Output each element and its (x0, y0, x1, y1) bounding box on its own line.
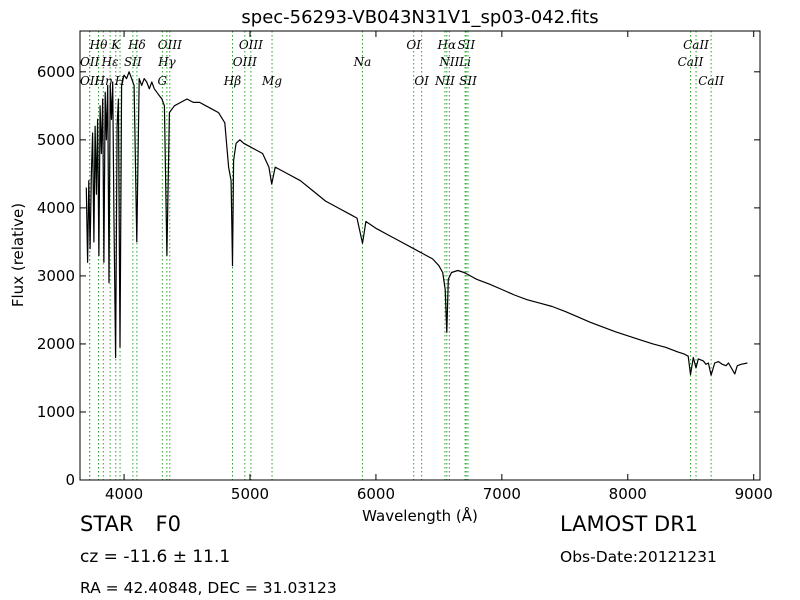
marker-label: OI (406, 38, 421, 52)
spectrum-series (85, 71, 748, 376)
ra-dec-coordinates: RA = 42.40848, DEC = 31.03123 (80, 579, 337, 597)
y-tick-label: 2000 (37, 335, 75, 353)
x-tick-label: 7000 (483, 485, 521, 503)
survey-name: LAMOST DR1 (560, 512, 699, 536)
marker-label: Mg (261, 74, 282, 88)
y-tick-label: 5000 (37, 131, 75, 149)
marker-label: Hθ (89, 38, 108, 52)
x-tick-label: 6000 (357, 485, 395, 503)
y-axis-label: Flux (relative) (9, 203, 27, 307)
x-axis-label: Wavelength (Å) (362, 506, 478, 525)
plot-frame (79, 30, 761, 481)
object-subclass: F0 (155, 512, 181, 536)
marker-label: Hε (101, 55, 119, 69)
y-tick-label: 3000 (37, 267, 75, 285)
marker-label: SII (124, 55, 142, 69)
x-tick-label: 9000 (735, 485, 773, 503)
marker-label: NII (434, 74, 455, 88)
marker-label: Hα (437, 38, 457, 52)
spectrum-line (85, 71, 748, 376)
marker-label: OIII (158, 38, 182, 52)
marker-label: K (110, 38, 121, 52)
axes: 4000 5000 6000 7000 8000 9000 0 1000 2000 3000 400… (37, 31, 773, 503)
y-tick-label: 0 (65, 471, 75, 489)
marker-label: Li (458, 55, 471, 69)
y-tick-label: 6000 (37, 63, 75, 81)
object-class: STAR (80, 512, 134, 536)
marker-label: Hγ (157, 55, 176, 69)
x-tick-label: 4000 (105, 485, 143, 503)
marker-label: OII (80, 74, 100, 88)
y-tick-label: 4000 (37, 199, 75, 217)
x-tick-label: 8000 (609, 485, 647, 503)
y-tick-label: 1000 (37, 403, 75, 421)
object-class-label: STAR F0 (80, 512, 181, 536)
marker-label: SII (457, 38, 475, 52)
marker-label: Hη (93, 74, 112, 88)
marker-label: CaII (683, 38, 709, 52)
chart-title: spec-56293-VB043N31V1_sp03-042.fits (241, 7, 598, 28)
observation-date: Obs-Date:20121231 (560, 548, 717, 566)
marker-label: CaII (678, 55, 704, 69)
marker-label: G (158, 74, 168, 88)
marker-label: Hβ (223, 74, 241, 88)
marker-label: OI (414, 74, 429, 88)
x-tick-label: 5000 (231, 485, 269, 503)
marker-label: OIII (239, 38, 263, 52)
marker-label: OIII (233, 55, 257, 69)
marker-label: CaII (698, 74, 724, 88)
marker-label: SII (459, 74, 477, 88)
redshift-cz: cz = -11.6 ± 11.1 (80, 547, 231, 567)
marker-label: OII (80, 55, 100, 69)
marker-label: Hδ (127, 38, 146, 52)
marker-label: Na (353, 55, 372, 69)
marker-label: NII (438, 55, 459, 69)
